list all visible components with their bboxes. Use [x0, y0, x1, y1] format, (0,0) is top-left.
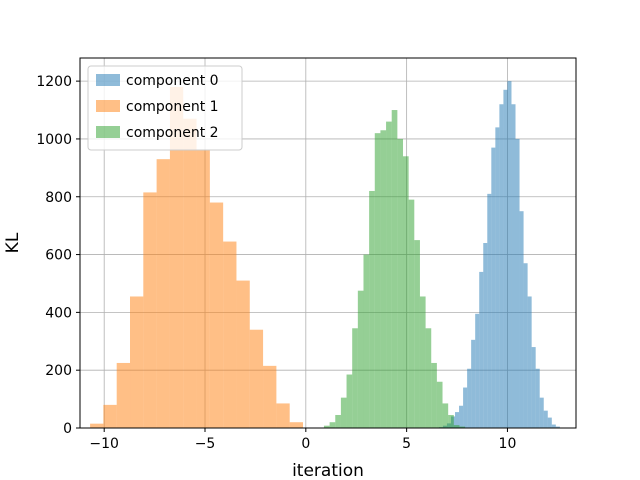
histogram-bar: [535, 368, 540, 428]
histogram-bar: [467, 368, 472, 428]
series-1-bars: [90, 86, 303, 428]
histogram-bar: [103, 404, 117, 428]
histogram-bar: [425, 328, 432, 428]
histogram-bar: [116, 362, 131, 428]
histogram-bar: [442, 403, 449, 428]
x-axis-ticks: −10 −5 0 5 10: [89, 428, 516, 452]
legend-label: component 1: [126, 99, 219, 115]
histogram-bar: [183, 118, 197, 428]
histogram-bar: [380, 130, 387, 428]
histogram-bar: [523, 263, 528, 428]
histogram-bar: [209, 202, 224, 428]
series-2-bars: [323, 110, 466, 428]
histogram-bar: [346, 374, 353, 428]
y-tick-label: 200: [45, 363, 72, 379]
histogram-bar: [397, 138, 404, 428]
histogram-bar: [352, 328, 358, 428]
histogram-bar: [419, 296, 426, 428]
histogram-bar: [196, 150, 210, 428]
histogram-bar: [431, 362, 437, 428]
histogram-bar: [507, 81, 512, 428]
histogram-bar: [363, 254, 370, 428]
histogram-bar: [495, 127, 500, 428]
legend-swatch: [96, 74, 120, 86]
histogram-bar: [547, 417, 552, 428]
y-axis-title: KL: [3, 232, 23, 253]
histogram-bar: [386, 121, 392, 428]
histogram-bar: [289, 422, 303, 428]
histogram-bar: [459, 405, 464, 428]
histogram-bar: [236, 280, 250, 428]
histogram-bar: [459, 426, 466, 428]
histogram-bar: [475, 313, 480, 428]
x-tick-label: −5: [195, 436, 216, 452]
histogram-bar: [531, 347, 536, 428]
histogram-bar: [487, 193, 492, 428]
y-axis-ticks: 0 200 400 600 800 1000 1200: [36, 74, 80, 437]
x-tick-label: −10: [89, 436, 119, 452]
histogram-bar: [156, 159, 170, 428]
histogram-bar: [323, 425, 330, 428]
histogram-bar: [329, 422, 336, 428]
histogram-bar: [340, 397, 347, 428]
histogram-bar: [369, 190, 375, 428]
legend-label: component 2: [126, 125, 219, 141]
x-axis-title: iteration: [292, 461, 364, 480]
histogram-bar: [491, 147, 496, 428]
histogram-bar: [503, 89, 508, 428]
histogram-bar: [539, 397, 544, 428]
histogram-bar: [249, 329, 264, 428]
histogram-bar: [414, 240, 420, 428]
histogram-bar: [276, 403, 290, 428]
histogram-bar: [408, 199, 415, 428]
series-0-bars: [438, 81, 560, 428]
histogram-bar: [555, 426, 560, 428]
histogram-bar: [543, 410, 548, 428]
plot-frame: [79, 57, 577, 429]
y-tick-label: 400: [45, 305, 72, 321]
histogram-bar: [90, 423, 104, 428]
y-tick-label: 0: [63, 421, 72, 437]
histogram-bar: [143, 192, 157, 428]
histogram-bar: [463, 387, 468, 428]
histogram-bar: [357, 290, 364, 428]
histogram-bar: [391, 110, 398, 428]
histogram-bar: [169, 86, 184, 428]
histogram-bar: [223, 241, 237, 428]
histogram-bar: [551, 424, 556, 428]
histogram-bar: [335, 414, 341, 428]
histogram-bar: [403, 156, 409, 428]
y-tick-label: 600: [45, 248, 72, 264]
y-tick-label: 1000: [36, 132, 72, 148]
histogram-bar: [515, 138, 520, 428]
histogram-bar: [499, 104, 504, 428]
histogram-bar: [453, 425, 460, 428]
histogram-bar: [519, 211, 524, 428]
histogram-bar: [455, 412, 460, 428]
legend: component 0 component 1 component 2: [87, 65, 243, 151]
histogram-bar: [483, 243, 488, 428]
histogram-bar: [263, 365, 277, 428]
x-tick-label: 5: [402, 436, 411, 452]
legend-swatch: [96, 100, 120, 112]
histogram-bar: [374, 133, 381, 428]
legend-box: [87, 65, 243, 151]
histogram-bar: [479, 271, 484, 428]
histogram-bar: [436, 381, 443, 428]
x-tick-label: 10: [499, 436, 517, 452]
legend-label: component 0: [126, 73, 219, 89]
y-tick-label: 800: [45, 190, 72, 206]
histogram-bar: [130, 296, 144, 428]
legend-swatch: [96, 126, 120, 138]
x-tick-label: 0: [301, 436, 310, 452]
y-tick-label: 1200: [36, 74, 72, 90]
histogram-bar: [448, 414, 454, 428]
histogram-bar: [471, 339, 476, 428]
histogram-bars: [90, 81, 560, 428]
histogram-bar: [511, 104, 516, 428]
histogram-bar: [527, 296, 532, 428]
